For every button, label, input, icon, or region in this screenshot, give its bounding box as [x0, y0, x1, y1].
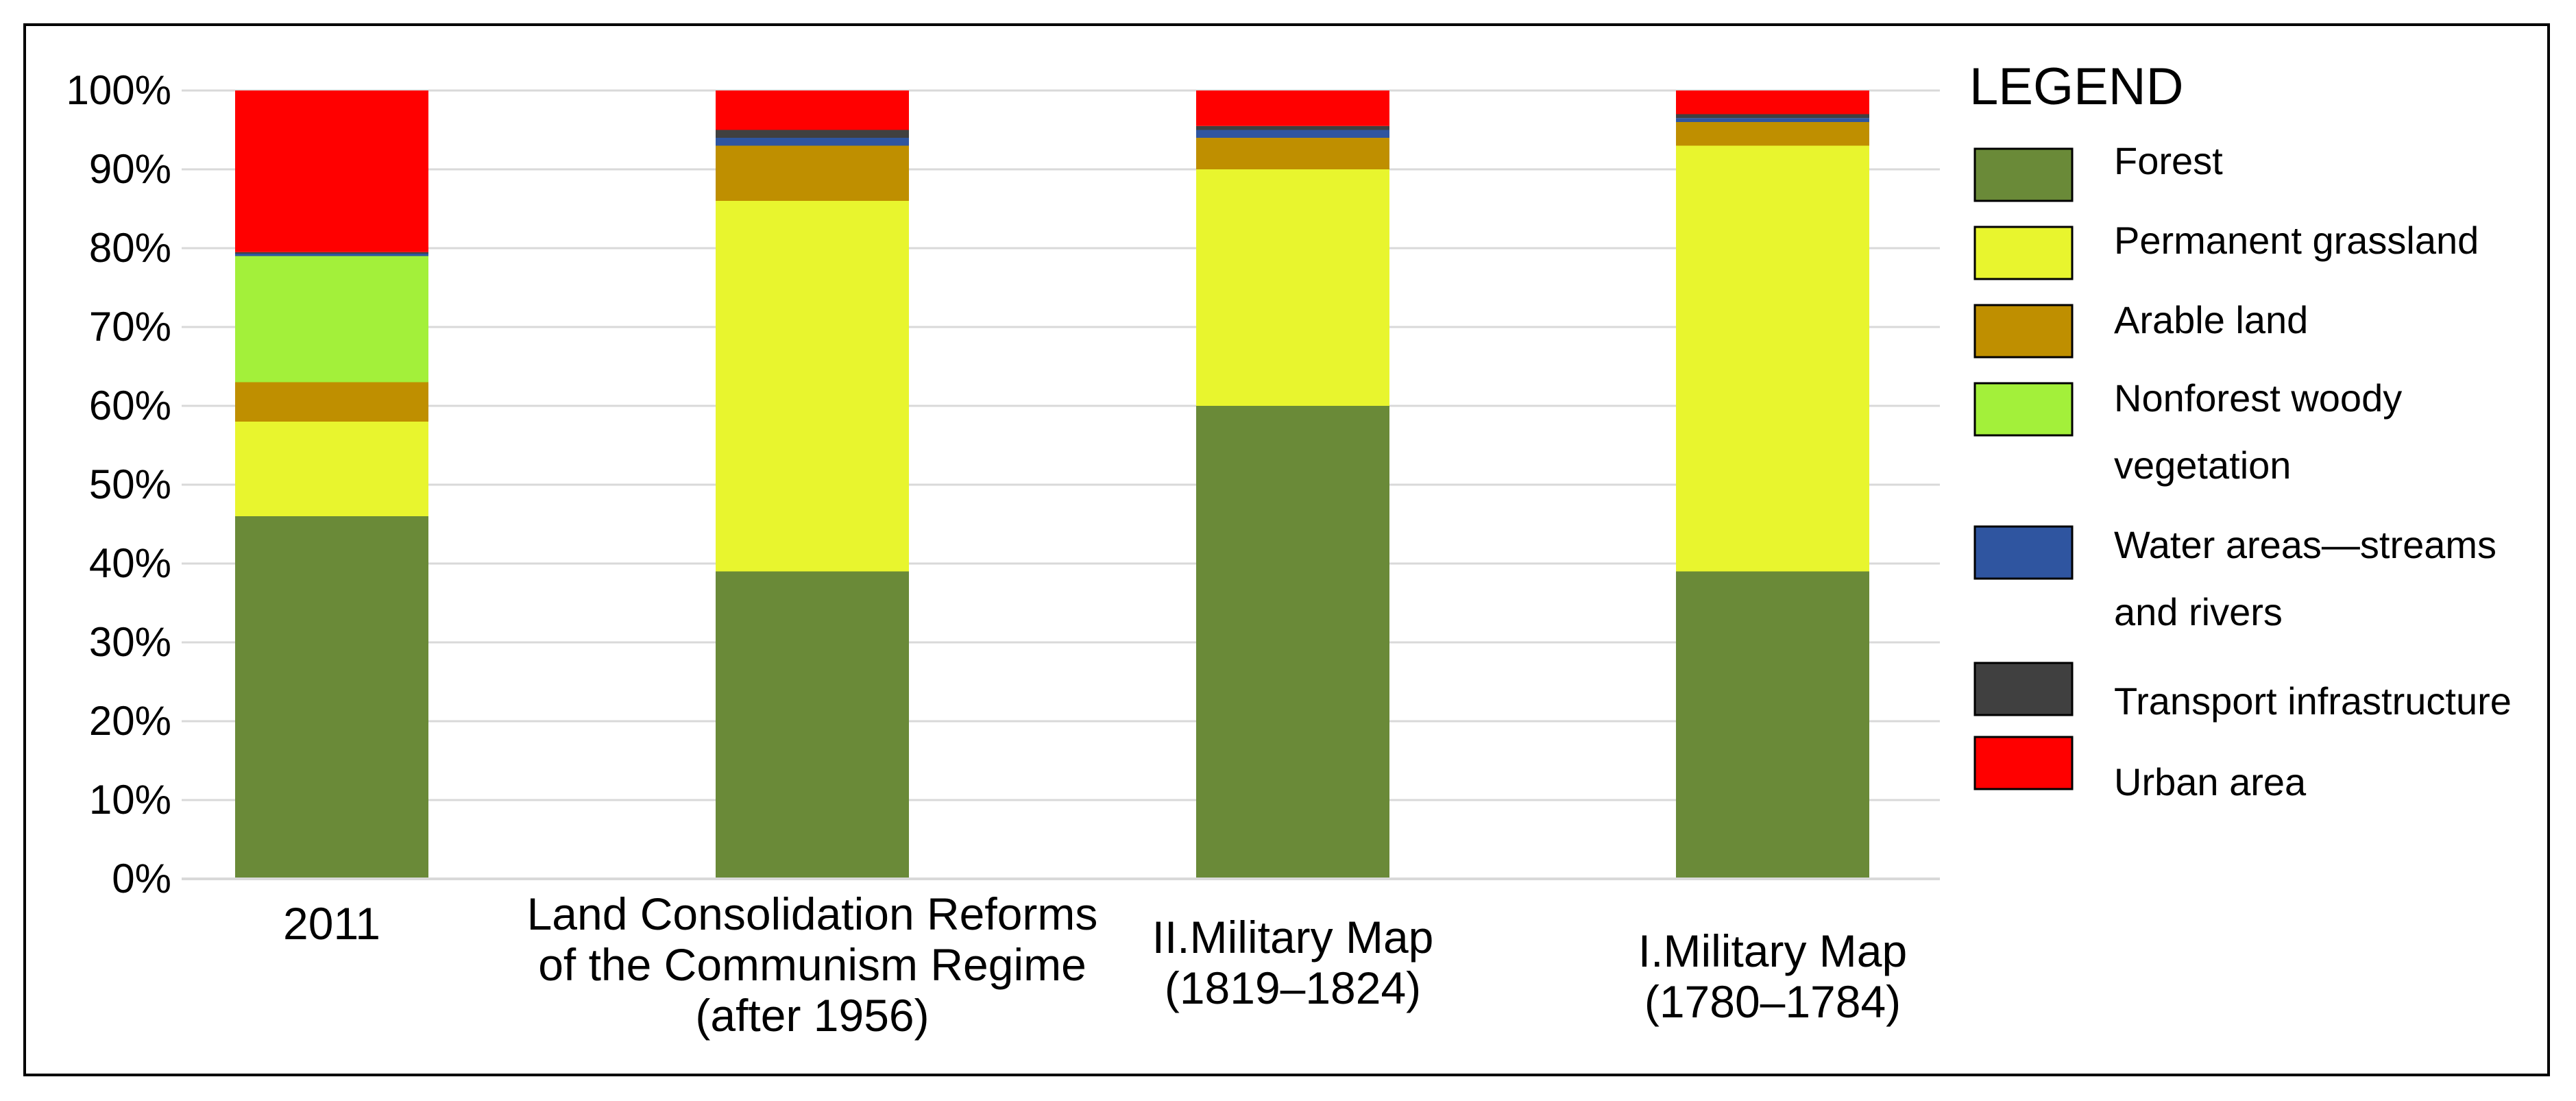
- bar-segment-forest: [716, 571, 909, 879]
- y-tick-label: 30%: [89, 619, 171, 665]
- x-category-label: (1819–1824): [1165, 963, 1421, 1013]
- x-category-label: (1780–1784): [1644, 976, 1901, 1027]
- bar-segment-permanent-grassland: [235, 422, 428, 516]
- y-tick-label: 50%: [89, 461, 171, 507]
- bar-segment-nonforest-woody-vegetation: [235, 256, 428, 383]
- bar-segment-transport-infrastructure: [1676, 114, 1869, 119]
- bar-segment-arable-land: [716, 145, 909, 201]
- x-category-label: I.Military Map: [1638, 925, 1907, 976]
- legend-swatch-permanent-grassland: [1973, 226, 2074, 280]
- bar-segment-forest: [1196, 406, 1389, 879]
- y-tick-label: 20%: [89, 698, 171, 744]
- y-tick-label: 0%: [112, 856, 171, 902]
- bar-segment-urban-area: [716, 90, 909, 130]
- bar-segment-transport-infrastructure: [235, 252, 428, 254]
- bar-segment-urban-area: [1676, 90, 1869, 114]
- bar-segment-permanent-grassland: [716, 201, 909, 572]
- legend-label: Permanent grassland: [2114, 219, 2479, 262]
- y-tick-label: 100%: [66, 67, 171, 113]
- bar-segment-permanent-grassland: [1676, 145, 1869, 572]
- x-category-label: (after 1956): [695, 990, 929, 1041]
- y-tick-label: 90%: [89, 146, 171, 192]
- legend-swatch-urban-area: [1973, 736, 2074, 790]
- x-category-label: Land Consolidation Reforms: [527, 888, 1098, 939]
- bar-segment-transport-infrastructure: [1196, 125, 1389, 130]
- y-tick-label: 80%: [89, 225, 171, 271]
- legend-swatch-forest: [1973, 147, 2074, 202]
- bar-segment-arable-land: [1196, 138, 1389, 169]
- bar-segment-urban-area: [235, 90, 428, 252]
- legend-swatch-water-areas-streams-and-rivers: [1973, 525, 2074, 580]
- legend-label: Nonforest woody: [2114, 376, 2402, 420]
- x-category-label: II.Military Map: [1152, 912, 1434, 963]
- legend-swatch-nonforest-woody-vegetation: [1973, 382, 2074, 437]
- bar-segment-permanent-grassland: [1196, 169, 1389, 406]
- y-tick-label: 60%: [89, 383, 171, 428]
- x-category-label: 2011: [283, 898, 380, 949]
- legend-label: vegetation: [2114, 444, 2291, 487]
- legend-label: Forest: [2114, 139, 2223, 182]
- legend-label: and rivers: [2114, 590, 2283, 633]
- bar-segment-water-areas-streams-and-rivers: [1196, 130, 1389, 138]
- bar-segment-transport-infrastructure: [716, 130, 909, 138]
- y-tick-label: 10%: [89, 777, 171, 823]
- bar-segment-water-areas-streams-and-rivers: [235, 254, 428, 256]
- bar-segment-arable-land: [1676, 122, 1869, 146]
- bar-segment-water-areas-streams-and-rivers: [716, 138, 909, 146]
- bar-segment-forest: [235, 516, 428, 879]
- bar-segment-forest: [1676, 571, 1869, 879]
- legend-label: Urban area: [2114, 760, 2307, 803]
- legend-label: Water areas—streams: [2114, 523, 2496, 566]
- legend-title: LEGEND: [1969, 58, 2184, 116]
- y-tick-label: 70%: [89, 304, 171, 350]
- legend-label: Arable land: [2114, 298, 2308, 341]
- y-tick-label: 40%: [89, 540, 171, 586]
- legend-swatch-transport-infrastructure: [1973, 662, 2074, 716]
- bar-segment-water-areas-streams-and-rivers: [1676, 118, 1869, 122]
- x-category-label: of the Communism Regime: [538, 939, 1086, 990]
- legend-label: Transport infrastructure: [2114, 679, 2512, 723]
- bar-segment-urban-area: [1196, 90, 1389, 126]
- legend-swatch-arable-land: [1973, 304, 2074, 359]
- bar-segment-arable-land: [235, 382, 428, 422]
